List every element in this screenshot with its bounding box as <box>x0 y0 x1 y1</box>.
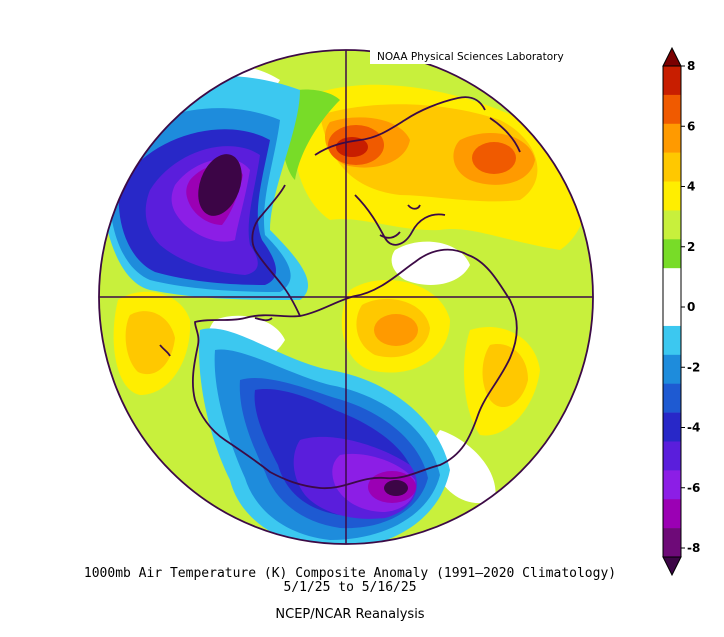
colorbar-tick-label: -2 <box>687 360 700 374</box>
colorbar-tick-label: 2 <box>687 240 695 254</box>
colorbar-segment <box>663 528 681 558</box>
colorbar-segment <box>663 470 681 500</box>
colorbar-tick-label: 4 <box>687 180 695 194</box>
colorbar-segment <box>663 152 681 182</box>
colorbar-frame <box>662 65 682 558</box>
coastline-small-4 <box>254 317 273 322</box>
colorbar-tick-label: -8 <box>687 541 700 555</box>
figure-title: 1000mb Air Temperature (K) Composite Ano… <box>83 566 617 581</box>
colorbar-segment <box>663 297 681 327</box>
credit-label: NOAA Physical Sciences Laboratory <box>377 51 564 63</box>
colorbar-tick-label: 0 <box>687 300 695 314</box>
colorbar-segment <box>663 325 681 356</box>
colorbar-tick-label: -6 <box>687 481 700 495</box>
coastline-small-3 <box>407 204 421 210</box>
field-neutral-1 <box>391 241 470 285</box>
colorbar-segment <box>663 383 681 413</box>
coastline-small-2 <box>379 231 401 239</box>
colorbar-segment <box>663 94 681 125</box>
field-neutral-3 <box>432 430 496 504</box>
colorbar-segment <box>663 239 681 269</box>
figure-date-range: 5/1/25 to 5/16/25 <box>283 580 417 595</box>
colorbar-segment <box>663 499 681 529</box>
field-cold-nw-core <box>198 154 242 216</box>
coastline-east-islands <box>354 194 446 246</box>
colorbar-segment <box>663 66 681 96</box>
colorbar-tick-label: -4 <box>687 421 700 435</box>
field-warm-core-2 <box>472 142 516 174</box>
colorbar-tick-label: 6 <box>687 119 695 133</box>
field-warm-east-inner <box>482 344 528 408</box>
anomaly-field <box>99 50 593 544</box>
figure-source: NCEP/NCAR Reanalysis <box>275 607 425 622</box>
colorbar-segment <box>663 412 681 442</box>
coastline-peninsula <box>251 184 301 317</box>
field-warm-central-core <box>374 314 418 346</box>
colorbar: 8 6 4 2 0 -2 -4 -6 -8 <box>662 46 700 577</box>
colorbar-segment <box>663 123 681 153</box>
colorbar-segment <box>663 354 681 385</box>
map-frame <box>98 49 594 545</box>
coastline-ne-coast <box>489 117 521 153</box>
coastline-small-1 <box>159 344 171 357</box>
field-cold-s-core <box>384 480 408 496</box>
coastlines <box>159 96 521 490</box>
colorbar-segment <box>663 210 681 240</box>
colorbar-segment <box>663 268 681 298</box>
colorbar-segment <box>663 181 681 211</box>
coastline-antarctica <box>192 248 518 490</box>
field-warm-west-inner <box>125 311 175 375</box>
colorbar-segment <box>663 441 681 471</box>
coastline-australia-outline <box>314 96 486 156</box>
credit-backdrop <box>370 48 590 64</box>
colorbar-max-arrow <box>662 46 682 67</box>
colorbar-tick-label: 8 <box>687 59 695 73</box>
